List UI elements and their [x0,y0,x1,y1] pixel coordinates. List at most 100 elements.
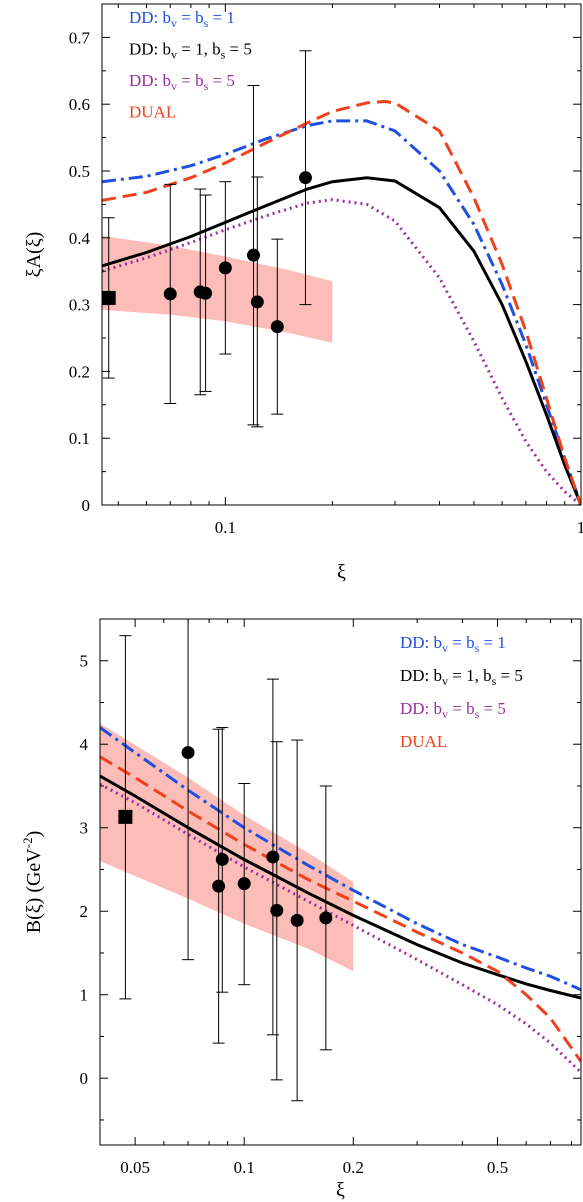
x-tick-label: 0.05 [120,1158,150,1177]
y-axis-title-main: ξA(ξ) [23,232,45,278]
legend-entry: DD: bv = bs = 5 [129,71,235,93]
x-axis-title: ξ [336,1179,345,1201]
y-axis-title: B(ξ) (GeV-2) [20,831,45,934]
uncertainty-band [102,235,333,343]
legend-text-tail: = 5 [479,699,506,718]
legend-text-tail: = 5 [225,40,252,59]
y-tick-label: 2 [80,902,89,921]
data-point [247,248,261,262]
y-tick-label: 1 [80,986,89,1005]
y-tick-label: 0.1 [69,429,90,448]
legend-text-mid: = b [448,633,475,652]
data-point [270,903,284,917]
plot-frame [101,3,582,506]
legend-entry: DD: bv = bs = 1 [400,633,506,655]
data-point [298,171,312,185]
y-tick-label: 0.7 [69,28,91,47]
y-tick-label: 3 [80,819,89,838]
legend-text-mid: = 1, b [448,666,492,685]
legend-text-tail: = 5 [496,666,523,685]
y-tick-label: 0.5 [69,162,90,181]
data-point [266,850,280,864]
data-point-square [102,290,116,305]
plot-area [100,619,581,1102]
legend-text-mid: = b [177,8,204,27]
legend-subscript: s [221,48,226,62]
legend-text-base: DD: b [129,40,171,59]
legend-subscript: v [171,16,177,30]
legend-subscript: v [171,79,177,93]
legend-subscript: s [492,674,497,688]
y-axis-title-end: ) [23,831,45,838]
legend-text-base: DD: b [129,71,171,90]
y-tick-label: 0.6 [69,95,90,114]
data-point [199,286,213,300]
legend-entry: DD: bv = 1, bs = 5 [129,40,252,62]
data-point [181,746,195,760]
x-tick-label: 0.1 [215,518,236,537]
legend-entry: DUAL [400,732,447,751]
legend-text-tail: = 5 [208,71,235,90]
legend-text-base: DUAL [129,103,176,122]
x-tick-label: 1 [577,518,583,537]
series-line-4 [102,99,581,505]
legend-entry: DD: bv = bs = 1 [129,8,235,30]
y-tick-label: 4 [80,735,89,754]
legend-text-base: DUAL [400,732,447,751]
legend-entry: DD: bv = bs = 5 [400,699,506,721]
plot-frame [99,618,582,1146]
legend-text-mid: = b [448,699,475,718]
series-line-2 [102,176,581,505]
series-line-1 [100,726,581,992]
y-tick-label: 5 [80,652,89,671]
series-line-3 [102,198,581,505]
legend-text-tail: = 1 [208,8,235,27]
legend-text-base: DD: b [129,8,171,27]
y-axis-title: ξA(ξ) [23,232,45,278]
y-tick-label: 0 [80,1069,89,1088]
series-line-2 [100,774,581,1000]
legend-text-base: DD: b [400,633,442,652]
y-tick-label: 0.2 [69,362,90,381]
legend-subscript: s [204,79,209,93]
data-point [215,852,229,866]
legend-entry: DD: bv = 1, bs = 5 [400,666,523,688]
x-tick-label: 0.1 [234,1158,255,1177]
x-tick-label: 0.5 [487,1158,508,1177]
y-axis-title-sup: -2 [20,837,35,848]
legend-text-base: DD: b [400,699,442,718]
legend-text-base: DD: b [400,666,442,685]
series-line-1 [102,119,581,505]
data-point-square [118,809,133,824]
x-axis-title: ξ [337,561,346,583]
data-point [290,913,304,927]
data-point [319,911,333,925]
data-point [212,879,226,893]
data-point [237,877,251,891]
legend-text-mid: = 1, b [177,40,221,59]
y-axis-title-main: B(ξ) (GeV [23,848,45,934]
series-line-3 [100,782,581,1074]
legend-entry: DUAL [129,103,176,122]
data-point [218,261,232,275]
legend-subscript: s [475,707,480,721]
data-point [250,295,264,309]
y-tick-label: 0.4 [69,229,91,248]
y-tick-label: 0.3 [69,296,90,315]
data-point [270,320,284,334]
uncertainty-band [100,723,354,972]
legend-subscript: s [475,641,480,655]
y-tick-label: 0 [82,496,91,515]
series-line-4 [100,755,581,1063]
legend-subscript: v [442,674,448,688]
legend-subscript: v [171,48,177,62]
legend-subscript: v [442,641,448,655]
legend-text-mid: = b [177,71,204,90]
data-point [163,287,177,301]
plot-area [102,50,581,505]
legend-subscript: v [442,707,448,721]
legend-text-tail: = 1 [479,633,506,652]
